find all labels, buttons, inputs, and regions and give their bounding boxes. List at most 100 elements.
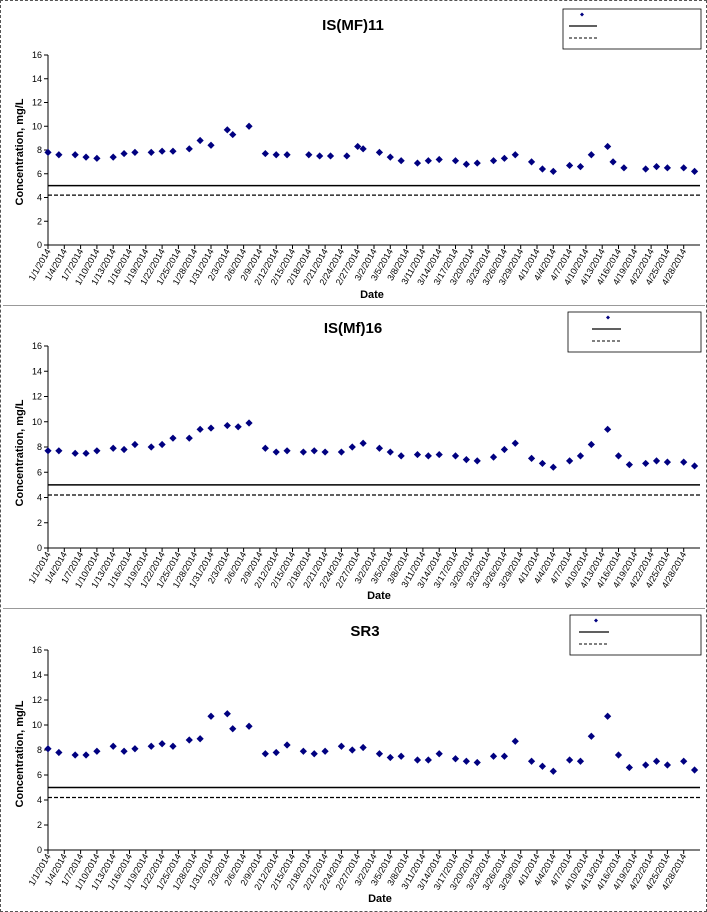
data-point [245, 419, 253, 427]
data-point [690, 462, 699, 470]
y-axis-label: Concentration, mg/L [14, 98, 26, 205]
data-point [234, 423, 242, 431]
y-tick-label: 10 [32, 121, 42, 131]
data-point [604, 142, 612, 151]
data-point [527, 158, 536, 166]
data-point [549, 463, 557, 471]
data-point [375, 148, 384, 156]
data-point [576, 163, 585, 171]
data-point [500, 752, 508, 760]
data-point [413, 159, 422, 167]
data-point [690, 167, 699, 175]
data-point [527, 757, 536, 765]
y-tick-label: 12 [32, 392, 42, 402]
y-tick-label: 16 [32, 645, 42, 655]
data-point [310, 750, 318, 758]
data-point [196, 136, 204, 145]
data-point [305, 151, 313, 159]
data-point [229, 725, 237, 733]
data-point [147, 742, 155, 750]
data-point [337, 742, 345, 750]
data-point [283, 151, 291, 159]
data-point [576, 452, 585, 460]
data-point [473, 457, 481, 465]
data-point [511, 151, 519, 159]
data-point [158, 440, 166, 449]
data-point [185, 145, 193, 153]
data-point [386, 448, 394, 456]
data-point [587, 732, 595, 740]
data-point [229, 130, 237, 139]
data-point [44, 745, 52, 753]
y-axis-label: Concentration, mg/L [14, 700, 26, 807]
y-tick-label: 8 [37, 745, 42, 755]
y-tick-label: 2 [37, 820, 42, 830]
data-point [609, 158, 617, 166]
legend-marker-icon [580, 12, 584, 17]
chart-panel-2: IS(Mf)16 Concentration, mg/L Date 0 2 4 6 8 1… [3, 305, 705, 609]
data-point [386, 153, 394, 161]
data-point [147, 443, 155, 451]
data-point [511, 439, 519, 447]
data-point [316, 152, 324, 160]
data-point [55, 748, 63, 757]
data-point [397, 752, 405, 760]
data-point [337, 448, 345, 456]
data-point [549, 167, 557, 175]
data-point [223, 710, 231, 718]
y-tick-label: 10 [32, 417, 42, 427]
y-tick-label: 0 [37, 845, 42, 855]
data-point [652, 757, 661, 765]
plot-area: 02468101214161/1/20141/4/20141/7/20141/1… [27, 645, 700, 892]
chart-title: IS(MF)11 [322, 17, 384, 34]
data-point [566, 457, 574, 465]
data-point [500, 445, 508, 454]
data-point [299, 448, 307, 456]
data-point [261, 444, 269, 452]
legend-marker-icon [606, 315, 610, 320]
data-point [604, 712, 612, 720]
y-tick-label: 0 [37, 543, 42, 553]
data-point [147, 148, 155, 156]
data-point [587, 151, 595, 159]
data-point [131, 745, 139, 753]
data-point [185, 434, 193, 442]
legend-box [562, 8, 702, 50]
data-point [283, 741, 291, 749]
data-point [413, 756, 422, 764]
data-point [680, 757, 688, 765]
data-point [527, 454, 536, 462]
data-point [625, 763, 633, 772]
data-point [451, 452, 460, 460]
legend-marker-icon [594, 618, 598, 623]
data-point [93, 447, 101, 455]
data-point [614, 751, 623, 759]
data-point [538, 762, 547, 770]
data-point [604, 425, 612, 433]
data-point [348, 443, 356, 451]
data-point [680, 164, 688, 172]
data-point [375, 750, 384, 758]
chart-2: IS(Mf)16 Concentration, mg/L Date 0 2 4 6 8 1… [14, 311, 702, 602]
data-point [169, 434, 177, 442]
y-tick-label: 4 [37, 795, 42, 805]
chart-3: SR3 Concentration, mg/L Date 0 2 4 6 8 10 12 14… [14, 614, 702, 905]
data-point [82, 751, 90, 759]
data-point [386, 753, 394, 762]
data-point [354, 142, 362, 151]
chart-title: IS(Mf)16 [324, 320, 382, 337]
data-point [245, 722, 253, 730]
data-point [158, 740, 166, 748]
data-point [44, 447, 52, 455]
data-point [359, 145, 367, 153]
data-point [71, 751, 79, 759]
data-point [413, 450, 422, 459]
data-point [44, 148, 52, 156]
y-tick-label: 16 [32, 50, 42, 60]
data-point [424, 157, 432, 165]
data-point [55, 447, 63, 455]
y-tick-label: 6 [37, 169, 42, 179]
data-point [223, 126, 231, 134]
y-tick-label: 2 [37, 216, 42, 226]
